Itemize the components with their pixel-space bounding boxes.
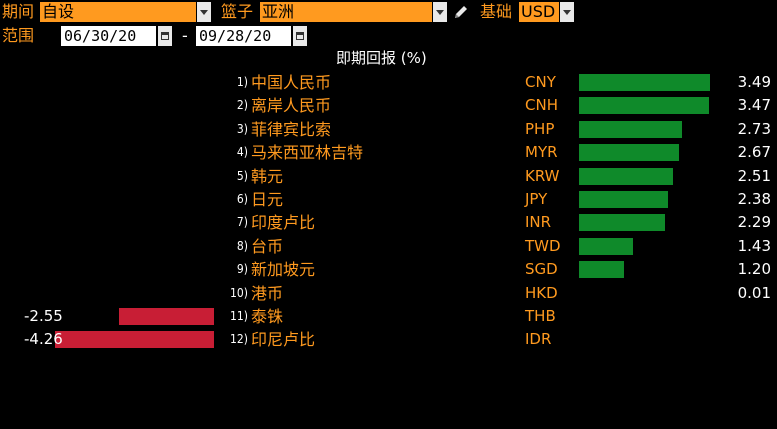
row-name[interactable]: 离岸人民币 (251, 96, 332, 116)
row-name[interactable]: 港币 (251, 283, 284, 303)
period-select[interactable]: 自设 (40, 2, 196, 22)
value-label: 0.01 (737, 283, 771, 302)
row-code: KRW (525, 166, 560, 185)
value-label: 3.47 (737, 96, 771, 115)
row-rank: 1) (236, 75, 248, 89)
value-label: 1.20 (737, 260, 771, 279)
value-label: 2.38 (737, 190, 771, 208)
value-label: 2.29 (737, 213, 771, 232)
value-label: -2.55 (24, 307, 63, 325)
base-label: 基础 (480, 2, 513, 21)
row-code: PHP (525, 119, 555, 138)
end-calendar-icon[interactable] (293, 26, 307, 46)
row-name[interactable]: 印度卢比 (251, 213, 316, 233)
range-label: 范围 (2, 26, 35, 45)
start-date-input[interactable]: 06/30/20 (61, 26, 156, 46)
row-code: JPY (525, 190, 548, 208)
bar-positive (579, 74, 710, 91)
bar-positive (579, 191, 669, 208)
period-dropdown-icon[interactable] (197, 2, 211, 22)
row-code: IDR (525, 330, 552, 349)
row-code: CNY (525, 73, 556, 91)
row-name[interactable]: 印尼卢比 (251, 330, 316, 350)
row-code: TWD (525, 236, 561, 255)
row-name[interactable]: 日元 (251, 190, 284, 209)
bar-negative (55, 331, 214, 349)
row-rank: 4) (236, 145, 248, 160)
row-code: INR (525, 213, 552, 232)
pencil-icon[interactable] (452, 3, 470, 21)
value-label: 1.43 (737, 236, 771, 255)
row-name[interactable]: 菲律宾比索 (251, 119, 332, 139)
bar-positive (579, 261, 624, 279)
row-name[interactable]: 新加坡元 (251, 260, 316, 280)
chart-title: 即期回报 (%) (336, 49, 427, 67)
row-name[interactable]: 泰铢 (251, 307, 284, 326)
row-name[interactable]: 台币 (251, 236, 284, 256)
table-row[interactable] (0, 305, 777, 328)
row-rank: 5) (236, 168, 248, 183)
start-calendar-icon[interactable] (158, 26, 172, 46)
bar-negative (118, 308, 214, 325)
value-label: 2.67 (737, 143, 771, 162)
row-name[interactable]: 韩元 (251, 166, 284, 186)
bar-positive (579, 237, 633, 255)
row-code: MYR (525, 143, 558, 162)
date-separator: - (182, 26, 188, 45)
row-rank: 10) (230, 285, 248, 300)
bar-positive (579, 144, 680, 162)
row-code: THB (525, 307, 556, 325)
bar-positive (579, 214, 665, 232)
row-rank: 2) (236, 98, 248, 113)
bar-positive (579, 97, 710, 115)
row-rank: 8) (236, 238, 248, 253)
row-rank: 11) (230, 309, 248, 323)
value-label: -4.26 (24, 330, 63, 349)
row-name[interactable]: 中国人民币 (251, 73, 332, 92)
basket-select[interactable]: 亚洲 (260, 2, 432, 22)
base-select[interactable]: USD (519, 2, 559, 22)
end-date-input[interactable]: 09/28/20 (196, 26, 291, 46)
basket-label: 篮子 (221, 2, 254, 21)
row-rank: 3) (236, 121, 248, 136)
table-row[interactable] (0, 282, 777, 305)
row-code: SGD (525, 260, 558, 279)
table-row[interactable] (0, 258, 777, 281)
value-label: 2.51 (737, 166, 771, 185)
bar-positive (579, 120, 682, 138)
table-row[interactable] (0, 235, 777, 258)
bar-positive (579, 167, 674, 185)
row-rank: 7) (236, 215, 248, 230)
base-dropdown-icon[interactable] (560, 2, 574, 22)
row-name[interactable]: 马来西亚林吉特 (251, 143, 364, 163)
row-rank: 12) (230, 332, 248, 347)
row-code: CNH (525, 96, 558, 115)
value-label: 2.73 (737, 119, 771, 138)
row-rank: 6) (236, 192, 248, 206)
basket-dropdown-icon[interactable] (433, 2, 447, 22)
period-label: 期间 (2, 2, 35, 21)
row-code: HKD (525, 283, 558, 302)
row-rank: 9) (236, 262, 248, 277)
value-label: 3.49 (737, 73, 771, 91)
